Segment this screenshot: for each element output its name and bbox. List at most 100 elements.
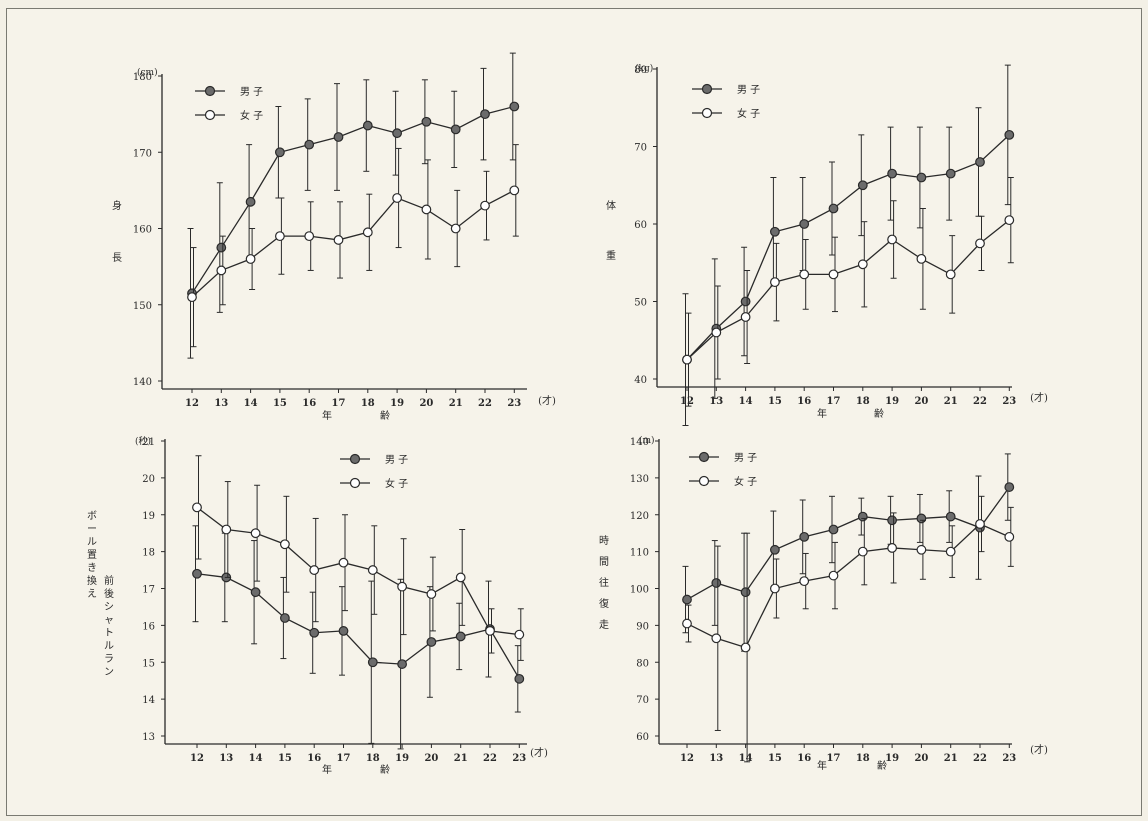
y-tick-label: 50	[634, 298, 647, 309]
data-point	[1004, 129, 1015, 140]
data-point	[192, 502, 202, 513]
data-point	[711, 578, 722, 588]
series-line	[191, 105, 515, 294]
data-point	[392, 193, 403, 203]
x-tick-label: 16	[797, 396, 811, 407]
data-point	[338, 626, 349, 636]
series-line	[196, 506, 520, 636]
data-point	[333, 132, 344, 142]
data-point	[426, 637, 437, 647]
series-female	[187, 144, 520, 348]
data-point	[216, 265, 227, 276]
legend-marker-female	[204, 109, 216, 121]
y-axis-label-char: ト	[104, 628, 114, 639]
x-axis-label-char: 齢	[380, 409, 390, 422]
data-point	[333, 235, 344, 245]
y-axis-label-char: ル	[104, 641, 114, 652]
x-tick-label: 19	[395, 753, 409, 764]
x-tick-label: 14	[739, 396, 753, 407]
data-point	[770, 544, 780, 555]
x-tick-label: 13	[214, 398, 228, 409]
data-point	[362, 227, 373, 238]
y-tick-label: 140	[133, 377, 152, 388]
legend: 男 子女 子	[692, 83, 760, 120]
x-tick-label: 18	[856, 396, 870, 407]
data-point	[450, 223, 461, 234]
legend-marker-female	[349, 477, 361, 489]
data-point	[770, 226, 780, 237]
y-tick-label: 100	[630, 585, 649, 596]
data-point	[216, 242, 227, 253]
x-tick-label: 20	[914, 396, 928, 407]
x-tick-label: 21	[449, 398, 463, 409]
x-tick-label: 15	[768, 396, 782, 407]
series-line	[686, 134, 1010, 361]
legend: 男 子女 子	[195, 85, 263, 122]
y-axis-label-char: 後	[104, 587, 114, 600]
data-point	[367, 657, 378, 668]
data-point	[945, 168, 956, 179]
y-axis-label-char: ラ	[104, 653, 114, 665]
y-axis-label-char: 時	[599, 535, 609, 547]
x-unit-label: (才)	[530, 746, 548, 759]
legend-label-female: 女 子	[240, 109, 263, 122]
x-tick-label: 19	[885, 396, 899, 407]
data-point	[975, 157, 985, 167]
data-point	[770, 583, 780, 594]
data-point	[799, 576, 810, 587]
data-point	[887, 168, 897, 179]
x-tick-label: 12	[190, 753, 204, 764]
data-point	[455, 631, 466, 642]
y-tick-label: 140	[630, 437, 649, 448]
data-point	[916, 544, 927, 555]
x-tick-label: 18	[366, 753, 380, 764]
x-tick-label: 12	[185, 398, 199, 409]
legend-marker-male	[698, 451, 710, 463]
series-line	[686, 486, 1010, 601]
x-tick-label: 14	[244, 398, 258, 409]
y-tick-label: 13	[142, 732, 155, 743]
y-tick-label: 14	[142, 695, 155, 706]
data-point	[514, 629, 525, 640]
x-tick-label: 18	[856, 753, 870, 764]
x-tick-label: 13	[709, 396, 723, 407]
charts-canvas: 140 150 160 170 180 12 13 14 15 16 17 18 19 20 21 22 23 (…	[87, 52, 1048, 776]
y-unit-label: (m)	[639, 435, 655, 446]
y-axis-label-char: ボ	[87, 510, 97, 522]
x-tick-label: 20	[914, 753, 928, 764]
y-axis-label-char: 体	[606, 200, 616, 212]
y-tick-label: 80	[634, 65, 647, 76]
x-tick-label: 21	[944, 753, 958, 764]
data-point	[480, 200, 490, 211]
data-point	[945, 546, 956, 557]
x-tick-label: 21	[944, 396, 958, 407]
y-axis-label-char: 長	[112, 252, 122, 264]
y-axis-label-char: 前	[104, 574, 114, 587]
data-point	[916, 513, 927, 524]
data-point	[828, 524, 839, 535]
series-male	[682, 453, 1015, 652]
x-tick-label: 20	[424, 753, 438, 764]
data-point	[309, 565, 320, 575]
x-tick-label: 14	[249, 753, 263, 764]
data-point	[421, 116, 432, 127]
y-axis-label-char: 復	[599, 597, 609, 610]
y-tick-label: 80	[636, 658, 649, 669]
data-point	[711, 327, 722, 338]
data-point	[309, 627, 320, 638]
y-tick-label: 18	[142, 548, 155, 559]
series-line	[686, 219, 1010, 361]
data-point	[740, 312, 751, 322]
y-axis-label-char: 身	[112, 199, 122, 212]
y-tick-label: 120	[630, 511, 649, 522]
data-point	[280, 613, 290, 623]
x-tick-label: 17	[827, 753, 841, 764]
y-unit-label: (kg)	[635, 63, 653, 74]
data-point	[857, 511, 868, 522]
x-tick-label: 15	[768, 753, 782, 764]
legend-label-female: 女 子	[737, 107, 760, 120]
x-tick-label: 17	[332, 398, 346, 409]
x-tick-label: 16	[797, 753, 811, 764]
y-tick-label: 90	[636, 621, 649, 632]
x-axis-label-char: 齢	[380, 763, 390, 776]
